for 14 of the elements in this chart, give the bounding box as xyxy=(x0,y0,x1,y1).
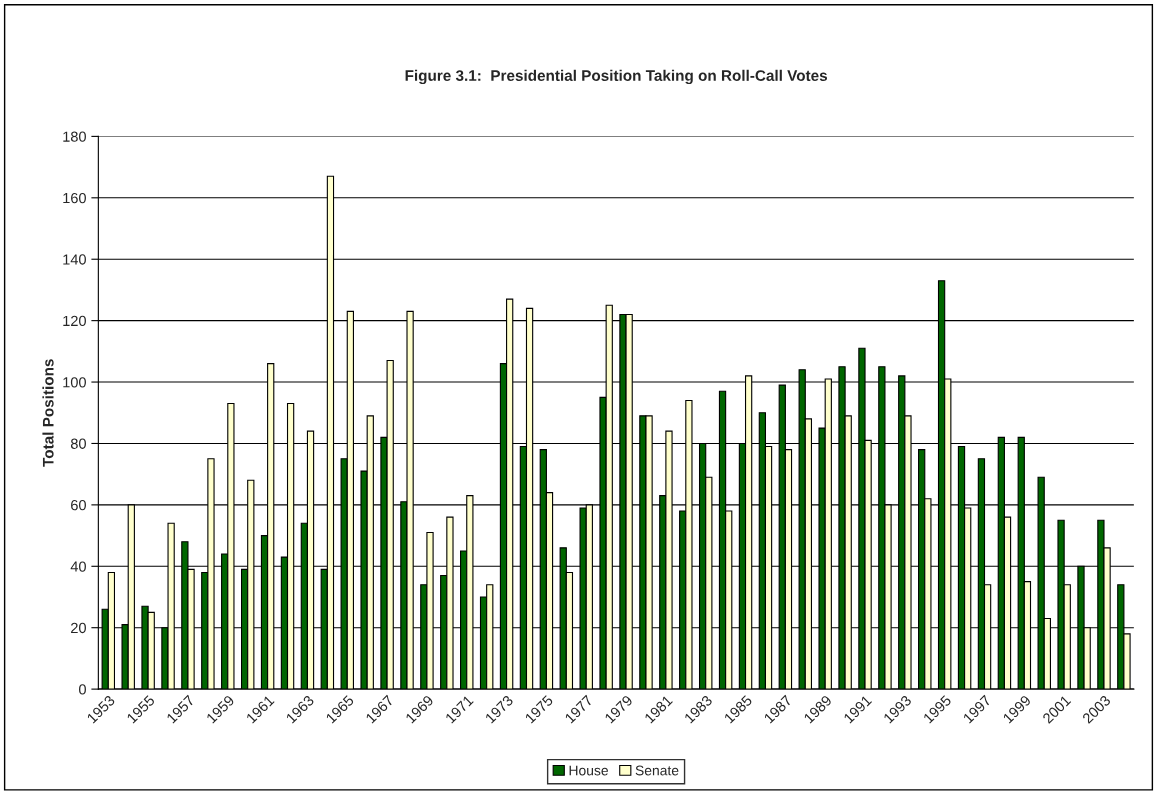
y-tick-label: 120 xyxy=(63,315,86,327)
legend-label: Senate xyxy=(635,765,679,776)
y-tick-label: 60 xyxy=(71,499,86,511)
chart-title: Figure 3.1: Presidential Position Taking on Roll-Call Votes xyxy=(405,69,828,85)
y-tick-label: 160 xyxy=(63,192,86,204)
y-tick-label: 0 xyxy=(79,684,86,695)
legend-label: House xyxy=(569,765,608,776)
y-tick-label: 180 xyxy=(63,131,86,142)
y-tick-label: 40 xyxy=(70,561,86,572)
y-axis-title: Total Positions xyxy=(42,359,54,467)
y-tick-label: 100 xyxy=(63,377,86,388)
y-tick-label: 20 xyxy=(71,622,86,634)
y-tick-label: 80 xyxy=(70,438,86,449)
y-tick-label: 140 xyxy=(63,254,86,265)
